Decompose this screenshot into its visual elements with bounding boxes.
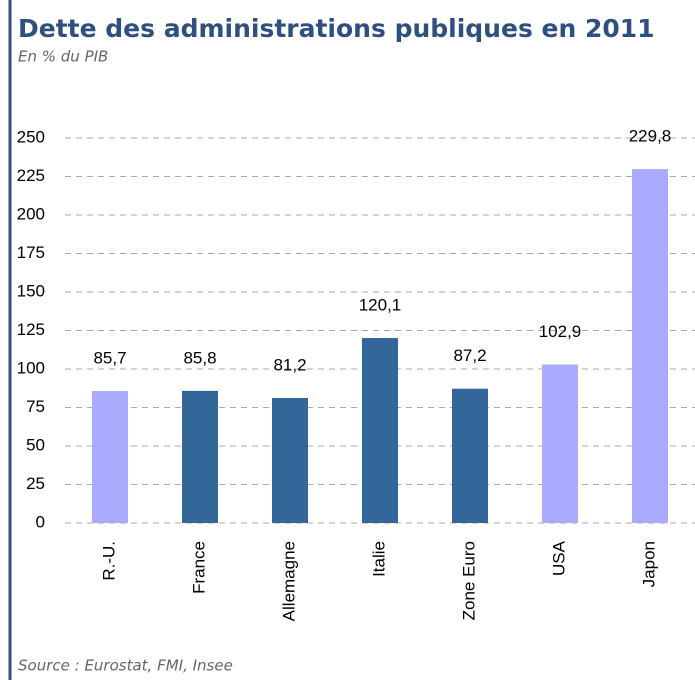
- data-label: 81,2: [273, 355, 306, 374]
- bar: [362, 338, 398, 523]
- chart-source: Source : Eurostat, FMI, Insee: [18, 657, 233, 675]
- y-tick-label: 175: [17, 243, 45, 262]
- bar: [182, 390, 218, 523]
- data-label: 120,1: [359, 296, 402, 315]
- data-label: 102,9: [539, 322, 582, 341]
- x-tick-label: Allemagne: [279, 541, 298, 621]
- y-tick-label: 0: [36, 512, 45, 531]
- data-label: 85,8: [183, 348, 216, 367]
- data-label: 85,7: [93, 349, 126, 368]
- y-tick-label: 250: [17, 127, 45, 146]
- bar: [452, 388, 488, 523]
- y-tick-label: 200: [17, 204, 45, 223]
- chart-title: Dette des administrations publiques en 2…: [18, 14, 655, 43]
- y-tick-label: 150: [17, 281, 45, 300]
- y-tick-label: 125: [17, 320, 45, 339]
- bar: [92, 391, 128, 523]
- y-tick-label: 25: [26, 474, 45, 493]
- chart-subtitle: En % du PIB: [18, 48, 108, 66]
- x-tick-label: Japon: [639, 541, 658, 587]
- x-tick-label: R.-U.: [99, 541, 118, 581]
- x-tick-label: France: [189, 541, 208, 594]
- y-tick-label: 50: [26, 435, 45, 454]
- x-tick-label: Zone Euro: [459, 541, 478, 620]
- data-label: 87,2: [453, 346, 486, 365]
- y-tick-label: 100: [17, 358, 45, 377]
- bar: [272, 397, 308, 523]
- bar: [542, 364, 578, 523]
- y-tick-label: 75: [26, 397, 45, 416]
- y-tick-label: 225: [17, 166, 45, 185]
- x-tick-label: USA: [549, 540, 568, 576]
- data-label: 229,8: [629, 127, 672, 146]
- x-tick-label: Italie: [369, 541, 388, 577]
- bar: [632, 169, 668, 523]
